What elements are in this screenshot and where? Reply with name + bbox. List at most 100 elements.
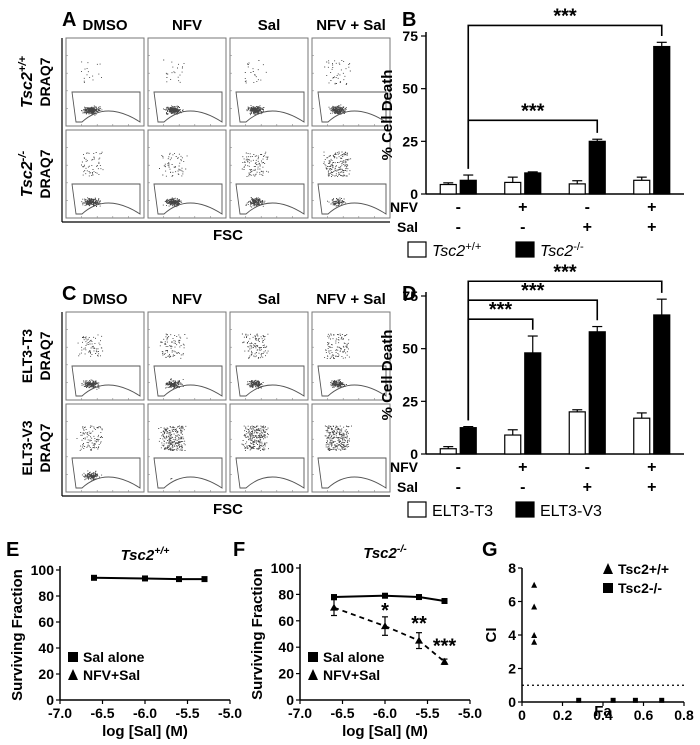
bar-1-1 xyxy=(524,172,542,195)
legend-label-0: Tsc2+/+ xyxy=(432,241,481,260)
fit-line-0 xyxy=(93,576,205,581)
row-label-1: ELT3-V3 DRAQ7 xyxy=(19,420,53,475)
gate-outline xyxy=(317,365,387,397)
y-axis-label: Surviving Fraction xyxy=(249,568,266,700)
significance-stars-0: *** xyxy=(553,261,577,283)
flow-plot-1-3 xyxy=(311,129,391,219)
panel-label-e: E xyxy=(6,539,19,561)
sal-sign-0: - xyxy=(456,219,461,236)
event-dots xyxy=(159,152,188,208)
legend-swatch-0 xyxy=(407,241,427,258)
plot-frame xyxy=(229,37,309,127)
y-tick-label: 4 xyxy=(508,627,516,643)
row-label-sal: Sal xyxy=(397,219,418,235)
y-tick-label: 60 xyxy=(38,614,54,630)
event-dots xyxy=(81,151,104,207)
column-header-0: DMSO xyxy=(83,17,128,34)
point-triangle xyxy=(415,636,423,644)
gate-outline xyxy=(153,365,223,397)
plot-frame xyxy=(65,403,145,493)
sal-sign-1: - xyxy=(520,219,525,236)
column-header-2: Sal xyxy=(258,17,281,34)
sal-sign-1: - xyxy=(520,479,525,496)
x-tick-label: 0.2 xyxy=(553,707,573,723)
bar-1-0 xyxy=(459,427,477,455)
bar-1-3 xyxy=(653,314,671,455)
x-axis-label: Fa xyxy=(594,703,612,720)
gate-outline xyxy=(235,365,305,397)
legend-marker-0 xyxy=(68,652,78,662)
row-label-1: Tsc2-/- DRAQ7 xyxy=(17,149,53,198)
y-tick-label: 80 xyxy=(38,588,54,604)
x-axis-label: log [Sal] (M) xyxy=(342,723,428,740)
x-tick-label: 0.8 xyxy=(674,707,694,723)
point-square xyxy=(659,697,665,703)
nfv-sign-2: - xyxy=(585,199,590,216)
significance-stars-0: * xyxy=(381,600,389,622)
legend-marker-0 xyxy=(603,563,613,574)
legend-label-0: ELT3-T3 xyxy=(432,503,493,520)
y-tick-label: 0 xyxy=(46,692,54,708)
column-header-3: NFV + Sal xyxy=(316,291,386,308)
chart-title: Tsc2+/+ xyxy=(121,545,170,564)
nfv-sign-1: + xyxy=(518,199,527,216)
legend-marker-1 xyxy=(308,669,318,680)
bar-0-3 xyxy=(633,417,651,455)
panel-e-line-chart: 0 20 40 60 80 100 -7.0 -6.5 -6.0 -5.5 -5.0 log [Sal… xyxy=(9,545,242,740)
bar-0-2 xyxy=(568,183,586,195)
flow-xlabel: FSC xyxy=(213,227,243,244)
row-label-genotype: Tsc2-/- xyxy=(17,151,36,198)
point-triangle xyxy=(531,638,538,645)
gate-outline xyxy=(235,183,305,215)
sal-sign-3: + xyxy=(647,219,656,236)
bar-1-3 xyxy=(653,45,671,195)
event-dots xyxy=(324,425,352,451)
point-square xyxy=(142,575,148,582)
column-header-1: NFV xyxy=(172,291,202,308)
x-tick-label: 0.4 xyxy=(593,707,613,723)
x-tick-label: -5.0 xyxy=(458,705,482,721)
x-tick-label: -6.5 xyxy=(90,705,114,721)
plot-frame xyxy=(65,129,145,219)
legend-label-0: Sal alone xyxy=(83,649,145,665)
x-tick-label: -6.0 xyxy=(373,705,397,721)
gate-outline xyxy=(153,457,223,489)
flow-xlabel: FSC xyxy=(213,501,243,518)
y-axis-label: % Cell Death xyxy=(379,70,396,161)
point-triangle xyxy=(440,657,449,665)
bar-0-0 xyxy=(439,448,457,455)
bar-1-1 xyxy=(524,352,542,455)
bar-1-2 xyxy=(588,140,606,195)
significance-stars-1: *** xyxy=(521,280,545,302)
legend-marker-0 xyxy=(308,652,318,662)
legend-marker-1 xyxy=(68,669,78,680)
sal-sign-2: + xyxy=(583,219,592,236)
legend-label-1: NFV+Sal xyxy=(83,667,140,683)
y-tick-label: 25 xyxy=(402,393,418,409)
y-tick-label: 60 xyxy=(278,613,294,629)
point-triangle xyxy=(330,603,338,611)
flow-plot-1-1 xyxy=(147,129,227,219)
nfv-sign-0: - xyxy=(456,459,461,476)
row-label-stain: DRAQ7 xyxy=(37,149,53,198)
x-tick-label: -5.5 xyxy=(415,705,439,721)
point-square xyxy=(441,598,448,604)
event-dots xyxy=(323,151,352,207)
point-square xyxy=(201,576,208,583)
y-tick-label: 0 xyxy=(286,692,294,708)
flow-plot-0-3 xyxy=(311,311,391,401)
flow-plot-1-2 xyxy=(229,403,309,493)
flow-plot-1-0 xyxy=(65,403,145,493)
legend-label-1: Tsc2-/- xyxy=(540,241,584,260)
sal-sign-2: + xyxy=(583,479,592,496)
row-label-line: ELT3-V3 xyxy=(19,420,35,475)
y-tick-label: 20 xyxy=(38,666,54,682)
legend-label-0: Tsc2+/+ xyxy=(618,561,669,577)
y-tick-label: 75 xyxy=(402,288,418,304)
nfv-sign-0: - xyxy=(456,199,461,216)
flow-plot-0-1 xyxy=(147,311,227,401)
point-square xyxy=(91,574,97,581)
point-square xyxy=(382,592,388,599)
event-dots xyxy=(158,425,187,480)
